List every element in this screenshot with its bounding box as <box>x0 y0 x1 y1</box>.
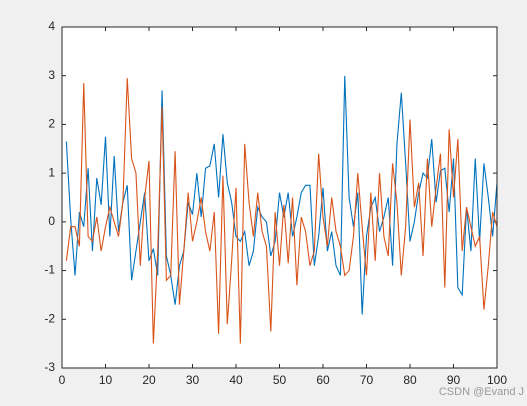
x-tick-label: 0 <box>59 373 66 387</box>
x-tick-label: 100 <box>487 373 507 387</box>
x-tick-label: 60 <box>316 373 330 387</box>
y-tick-label: -3 <box>44 360 55 374</box>
y-tick-label: -2 <box>44 311 55 325</box>
x-tick-label: 30 <box>186 373 200 387</box>
watermark: CSDN @Evand J <box>439 386 524 398</box>
y-tick-label: 2 <box>48 117 55 131</box>
axes-box <box>61 26 498 369</box>
series-line <box>65 75 498 315</box>
x-tick-label: 40 <box>229 373 243 387</box>
y-tick-label: 4 <box>48 19 55 33</box>
x-tick-label: 50 <box>273 373 287 387</box>
x-tick-label: 90 <box>447 373 461 387</box>
x-tick-label: 80 <box>403 373 417 387</box>
x-tick-label: 70 <box>360 373 374 387</box>
x-tick-label: 20 <box>142 373 156 387</box>
x-tick-label: 10 <box>99 373 113 387</box>
series-line <box>65 78 498 344</box>
y-tick-label: 1 <box>48 165 55 179</box>
y-tick-label: 0 <box>48 214 55 228</box>
y-tick-label: -1 <box>44 263 55 277</box>
y-tick-label: 3 <box>48 68 55 82</box>
